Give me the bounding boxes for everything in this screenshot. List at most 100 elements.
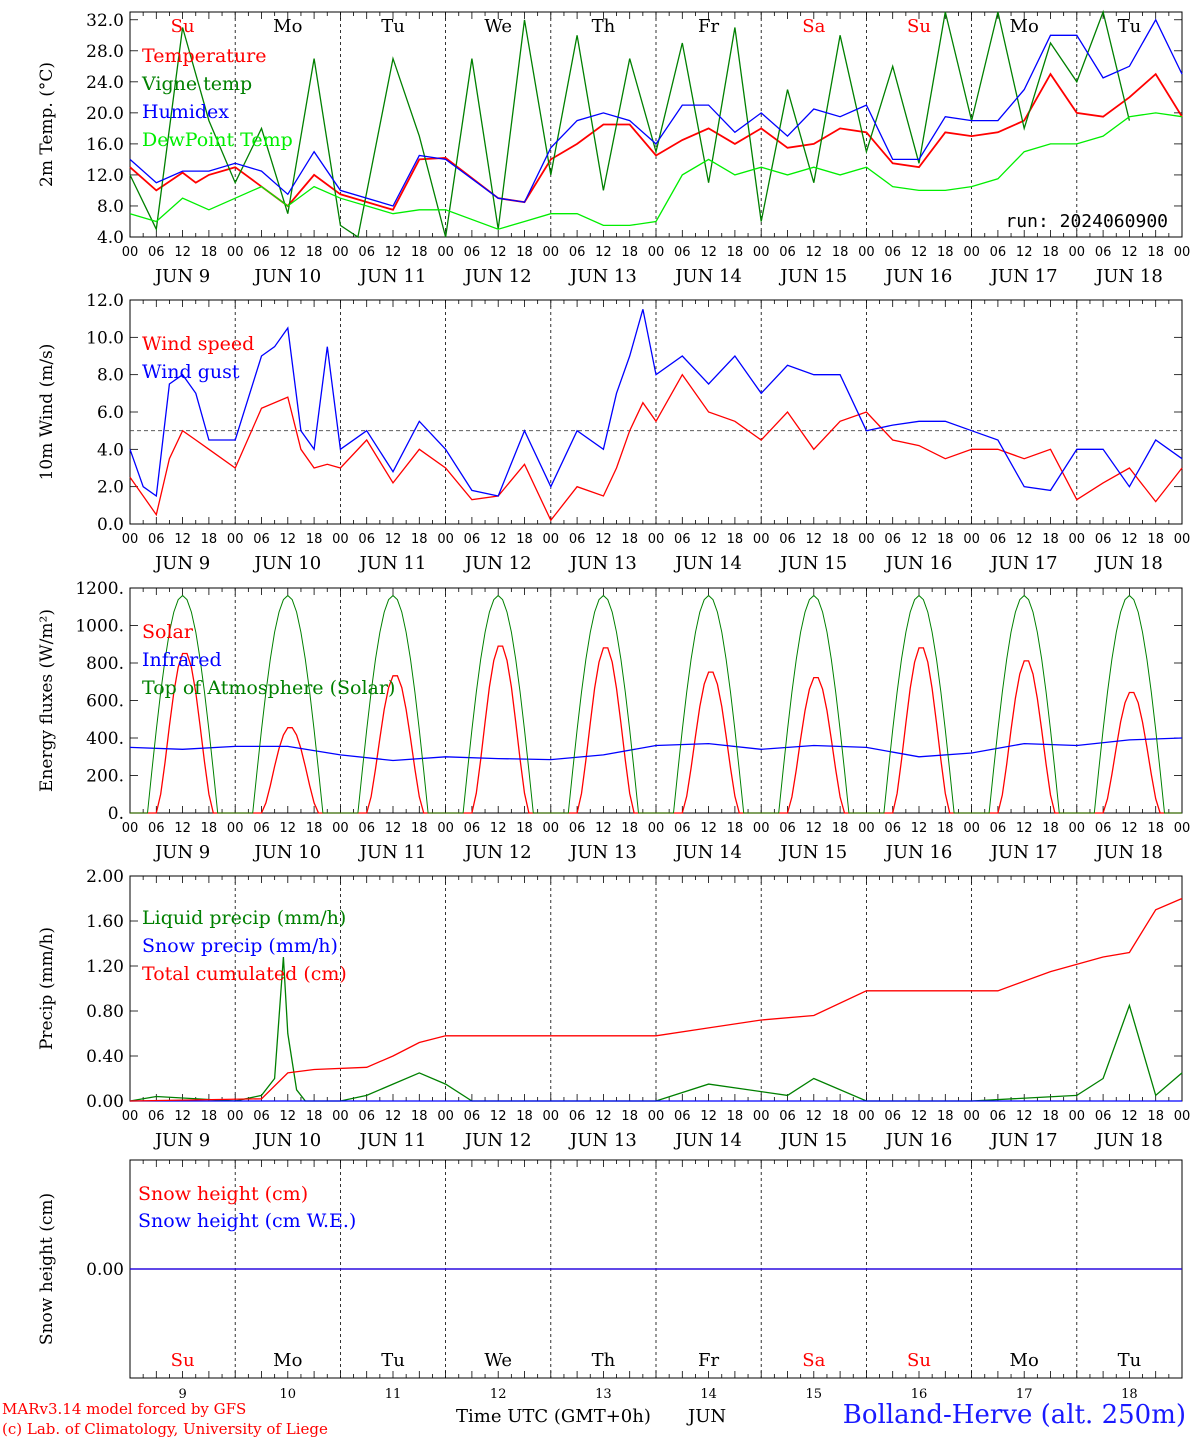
y-axis-label: Energy fluxes (W/m²): [37, 609, 57, 792]
hour-tick-label: 06: [884, 821, 901, 836]
day-abbr-label: We: [484, 16, 512, 37]
hour-tick-label: 06: [779, 245, 796, 260]
hour-tick-label: 18: [1147, 245, 1164, 260]
time-axis-label: Time UTC (GMT+0h): [456, 1406, 651, 1427]
date-label: JUN 10: [252, 1130, 321, 1151]
hour-tick-label: 00: [1069, 1109, 1086, 1124]
date-label: JUN 13: [568, 1130, 637, 1151]
date-label: JUN 15: [778, 1130, 847, 1151]
month-label: JUN: [688, 1406, 727, 1427]
hour-tick-label: 18: [201, 821, 218, 836]
date-label: JUN 14: [673, 553, 742, 574]
hour-tick-label: 06: [253, 532, 270, 547]
hour-tick-label: 00: [437, 1109, 454, 1124]
hour-tick-label: 12: [911, 532, 928, 547]
legend-entry: Snow precip (mm/h): [142, 935, 338, 957]
hour-tick-label: 12: [490, 1109, 507, 1124]
date-label: JUN 14: [673, 842, 742, 863]
hour-tick-label: 12: [806, 1109, 823, 1124]
date-label: JUN 9: [153, 553, 210, 574]
date-label: JUN 11: [358, 266, 427, 287]
legend-entry: DewPoint Temp: [142, 129, 293, 151]
date-label: JUN 15: [778, 842, 847, 863]
y-tick-label: 1000.: [75, 617, 124, 637]
series-liquid-precip-mm-h: [129, 956, 1183, 1102]
hour-tick-label: 18: [411, 821, 428, 836]
date-label: JUN 14: [673, 1130, 742, 1151]
hour-tick-label: 00: [753, 245, 770, 260]
legend-entry: Liquid precip (mm/h): [142, 907, 346, 929]
hour-tick-label: 18: [201, 1109, 218, 1124]
y-axis-label: Snow height (cm): [37, 1193, 57, 1345]
hour-tick-label: 00: [1174, 245, 1191, 260]
date-label: JUN 12: [463, 1130, 532, 1151]
hour-tick-label: 06: [884, 1109, 901, 1124]
y-tick-label: 16.0: [86, 135, 124, 155]
hour-tick-label: 00: [648, 245, 665, 260]
hour-tick-label: 06: [148, 245, 165, 260]
date-label: JUN 16: [884, 842, 953, 863]
y-tick-label: 0.00: [86, 1260, 124, 1280]
series-wind-speed: [129, 373, 1183, 522]
y-tick-label: 1.20: [86, 957, 124, 977]
y-tick-label: 2.0: [97, 478, 124, 498]
legend-entry: Total cumulated (cm): [142, 963, 347, 985]
hour-tick-label: 12: [174, 821, 191, 836]
hour-tick-label: 12: [490, 821, 507, 836]
legend-entry: Wind gust: [142, 361, 240, 383]
hour-tick-label: 12: [911, 245, 928, 260]
hour-tick-label: 00: [122, 532, 139, 547]
legend-entry: Vigne temp: [141, 73, 252, 95]
date-label: JUN 17: [989, 266, 1058, 287]
hour-tick-label: 00: [332, 532, 349, 547]
copyright-credit: (c) Lab. of Climatology, University of L…: [2, 1420, 328, 1438]
y-tick-label: 28.0: [86, 42, 124, 62]
hour-tick-label: 18: [1147, 821, 1164, 836]
panel-wind: 0.0 2.0 4.0 6.0 8.0 10.0 12.0 10m Wind (m/s) 00 0…: [37, 291, 1190, 574]
y-tick-label: 32.0: [86, 11, 124, 31]
hour-tick-label: 06: [674, 532, 691, 547]
date-label: JUN 16: [884, 1130, 953, 1151]
hour-tick-label: 06: [148, 821, 165, 836]
hour-tick-label: 18: [832, 821, 849, 836]
day-number-label: 11: [385, 1387, 402, 1402]
hour-tick-label: 00: [648, 1109, 665, 1124]
date-label: JUN 16: [884, 553, 953, 574]
hour-tick-label: 12: [174, 1109, 191, 1124]
hour-tick-label: 00: [648, 821, 665, 836]
hour-tick-label: 12: [490, 532, 507, 547]
hour-tick-label: 12: [385, 245, 402, 260]
hour-tick-label: 06: [884, 532, 901, 547]
series-humidex: [129, 18, 1183, 207]
y-tick-label: 12.0: [86, 166, 124, 186]
y-tick-label: 24.0: [86, 73, 124, 93]
day-abbr-label: Sa: [802, 16, 825, 37]
hour-tick-label: 12: [1016, 821, 1033, 836]
day-abbr-label: Su: [171, 16, 195, 37]
series-infrared: [129, 737, 1183, 762]
plot-frame: [129, 587, 1183, 814]
hour-tick-label: 12: [385, 821, 402, 836]
day-abbr-label: Fr: [698, 1350, 719, 1371]
day-abbr-label: Tu: [381, 1350, 405, 1371]
hour-tick-label: 12: [490, 245, 507, 260]
hour-tick-label: 06: [674, 245, 691, 260]
date-label: JUN 10: [252, 266, 321, 287]
hour-tick-label: 06: [884, 245, 901, 260]
date-label: JUN 15: [778, 266, 847, 287]
hour-tick-label: 06: [990, 821, 1007, 836]
series-dewpoint-temp: [129, 112, 1183, 230]
hour-tick-label: 12: [174, 532, 191, 547]
y-tick-label: 0.80: [86, 1002, 124, 1022]
hour-tick-label: 00: [332, 821, 349, 836]
y-tick-label: 8.0: [97, 197, 124, 217]
hour-tick-label: 12: [1121, 821, 1138, 836]
hour-tick-label: 12: [1121, 532, 1138, 547]
hour-tick-label: 12: [385, 1109, 402, 1124]
hour-tick-label: 00: [543, 821, 560, 836]
hour-tick-label: 06: [779, 821, 796, 836]
hour-tick-label: 18: [411, 245, 428, 260]
hour-tick-label: 00: [858, 821, 875, 836]
hour-tick-label: 06: [253, 245, 270, 260]
day-abbr-label: Su: [907, 1350, 931, 1371]
